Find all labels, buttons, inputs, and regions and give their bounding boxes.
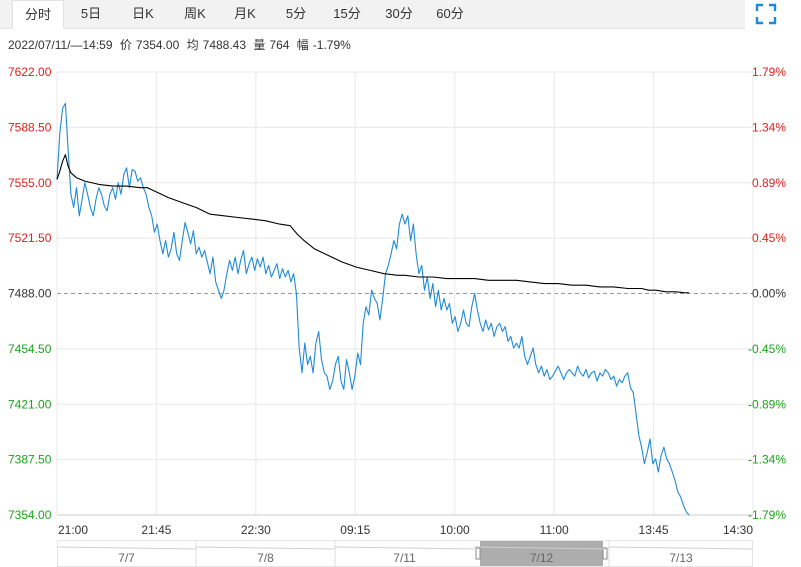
- y-tick-right: 0.89%: [752, 176, 786, 190]
- info-price: 7354.00: [135, 38, 180, 52]
- y-tick-left: 7622.00: [8, 65, 52, 79]
- average-line: [56, 154, 690, 294]
- price-line: [56, 102, 690, 516]
- y-tick-right: 0.45%: [752, 231, 786, 245]
- y-tick-right: -1.34%: [748, 453, 786, 467]
- tab-60min[interactable]: 60分: [436, 6, 464, 21]
- tab-weekly-k[interactable]: 周K: [184, 6, 206, 21]
- y-tick-right: -0.45%: [748, 342, 786, 356]
- y-tick-right: 1.34%: [752, 120, 786, 134]
- y-axis-left: 7622.00 7588.50 7555.00 7521.50 7488.00 7454.…: [8, 65, 52, 522]
- navigator-label: 7/13: [669, 551, 693, 565]
- x-tick: 09:15: [340, 523, 370, 537]
- y-tick-left: 7488.00: [8, 287, 52, 301]
- x-tick: 14:30: [723, 523, 753, 537]
- period-tab-bar: 分时 5日 日K 周K 月K 5分 15分 30分 60分: [0, 0, 801, 29]
- y-tick-left: 7521.50: [8, 231, 52, 245]
- x-tick: 11:00: [540, 523, 569, 537]
- info-volume: 764: [269, 38, 290, 52]
- quote-info-bar: 2022/07/11/—14:59 价 7354.00 均 7488.43 量 764…: [8, 36, 355, 53]
- y-tick-left: 7387.50: [8, 453, 52, 467]
- y-tick-right: 0.00%: [752, 287, 786, 301]
- y-tick-left: 7421.00: [8, 397, 52, 411]
- fullscreen-icon[interactable]: [754, 2, 778, 26]
- info-volume-label: 量: [253, 38, 266, 52]
- y-tick-left: 7555.00: [8, 176, 52, 190]
- navigator-mini-line: [57, 546, 197, 550]
- info-avg-label: 均: [186, 38, 199, 52]
- info-change: -1.79%: [312, 38, 351, 52]
- tab-30min[interactable]: 30分: [385, 6, 413, 21]
- y-tick-right: -0.89%: [748, 397, 786, 411]
- y-axis-right: 1.79% 1.34% 0.89% 0.45% 0.00% -0.45% -0.89% -1.…: [748, 65, 786, 522]
- info-price-label: 价: [119, 38, 132, 52]
- x-tick: 13:45: [639, 523, 669, 537]
- tab-monthly-k[interactable]: 月K: [234, 6, 256, 21]
- navigator-mini-line: [608, 546, 753, 550]
- navigator-handle-right: [602, 547, 608, 560]
- tab-daily-k[interactable]: 日K: [132, 6, 154, 21]
- y-tick-right: -1.79%: [748, 508, 786, 522]
- tab-intraday[interactable]: 分时: [12, 0, 64, 29]
- y-tick-left: 7588.50: [8, 120, 52, 134]
- intraday-chart[interactable]: 7622.00 7588.50 7555.00 7521.50 7488.00 7454.…: [0, 60, 801, 540]
- navigator-handle-left: [475, 547, 481, 560]
- x-tick: 21:45: [141, 523, 171, 537]
- navigator-frame: [57, 540, 753, 567]
- navigator-mini-line: [334, 546, 475, 550]
- navigator-label: 7/8: [257, 551, 274, 565]
- tab-15min[interactable]: 15分: [333, 6, 361, 21]
- tab-5day[interactable]: 5日: [80, 6, 102, 21]
- info-change-label: 幅: [296, 38, 309, 52]
- y-tick-right: 1.79%: [752, 65, 786, 79]
- y-tick-left: 7354.00: [8, 508, 52, 522]
- range-navigator[interactable]: 7/7 7/8 7/11 7/12 7/13: [57, 540, 753, 567]
- y-tick-left: 7454.50: [8, 342, 52, 356]
- x-tick: 21:00: [58, 523, 88, 537]
- x-tick: 10:00: [440, 523, 470, 537]
- navigator-mini-line: [473, 546, 610, 550]
- info-datetime: 2022/07/11/—14:59: [8, 38, 113, 52]
- chart-grid: [56, 71, 754, 516]
- x-tick: 22:30: [241, 523, 271, 537]
- chart-lines: [56, 102, 690, 516]
- tab-strip: [0, 0, 745, 29]
- navigator-label: 7/12: [530, 551, 554, 565]
- info-avg: 7488.43: [202, 38, 247, 52]
- tab-5min[interactable]: 5分: [285, 6, 307, 21]
- x-axis: 21:00 21:45 22:30 09:15 10:00 11:00 13:45 14:30: [58, 523, 753, 537]
- navigator-selection: [480, 541, 603, 566]
- navigator-mini-line: [195, 546, 336, 550]
- navigator-label: 7/11: [393, 551, 416, 565]
- navigator-label: 7/7: [118, 551, 135, 565]
